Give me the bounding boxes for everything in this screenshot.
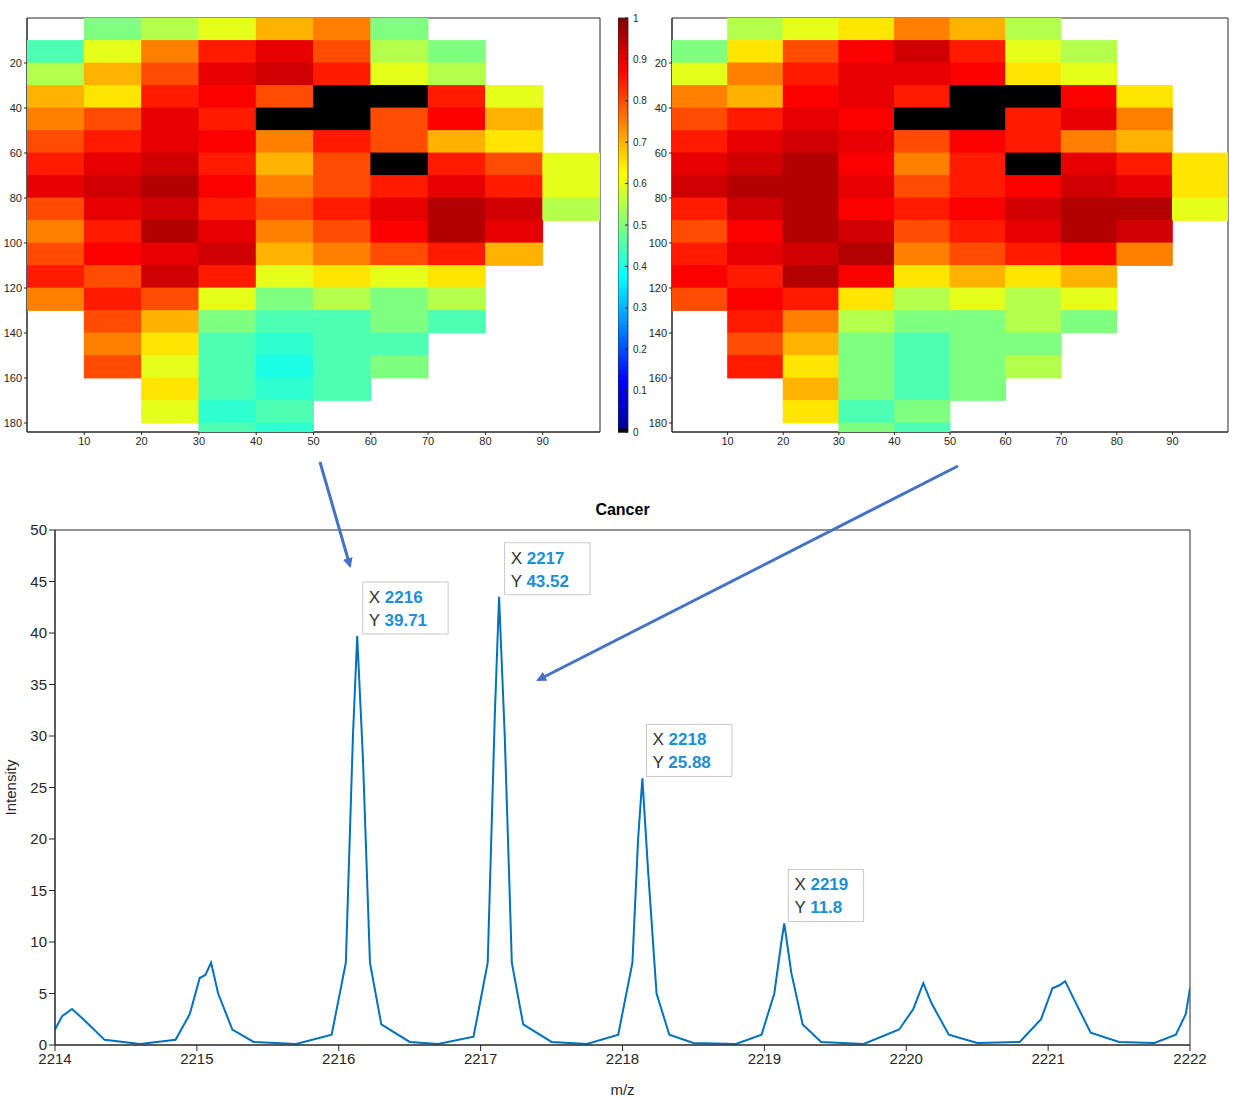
- svg-text:120: 120: [649, 282, 667, 294]
- svg-text:60: 60: [999, 435, 1011, 447]
- svg-text:120: 120: [4, 282, 22, 294]
- svg-text:0.5: 0.5: [633, 220, 647, 231]
- svg-text:Intensity: Intensity: [2, 759, 19, 815]
- svg-text:60: 60: [655, 147, 667, 159]
- svg-text:0.1: 0.1: [633, 385, 647, 396]
- svg-text:70: 70: [1055, 435, 1067, 447]
- svg-text:50: 50: [307, 435, 319, 447]
- svg-text:40: 40: [250, 435, 262, 447]
- svg-text:2214: 2214: [38, 1049, 72, 1067]
- svg-text:140: 140: [4, 327, 22, 339]
- svg-text:20: 20: [777, 435, 789, 447]
- svg-text:2222: 2222: [1173, 1050, 1206, 1067]
- svg-text:X 2218: X 2218: [653, 730, 707, 749]
- svg-text:0.9: 0.9: [633, 54, 647, 65]
- svg-text:60: 60: [10, 147, 22, 159]
- svg-text:100: 100: [4, 237, 22, 249]
- html-text:Cancer: Cancer: [595, 501, 650, 518]
- svg-text:2215: 2215: [180, 1050, 213, 1067]
- svg-text:1: 1: [633, 13, 639, 24]
- svg-text:20: 20: [655, 57, 667, 69]
- svg-text:80: 80: [479, 435, 491, 447]
- svg-text:m/z: m/z: [610, 1081, 634, 1098]
- svg-text:0.4: 0.4: [633, 261, 647, 272]
- svg-text:100: 100: [649, 237, 667, 249]
- svg-text:Y 25.88: Y 25.88: [653, 753, 711, 772]
- svg-text:160: 160: [649, 372, 667, 384]
- svg-text:10: 10: [78, 435, 90, 447]
- svg-text:20: 20: [10, 57, 22, 69]
- svg-text:0.6: 0.6: [633, 178, 647, 189]
- svg-text:40: 40: [655, 102, 667, 114]
- svg-text:2216: 2216: [322, 1050, 355, 1067]
- svg-text:5: 5: [39, 985, 47, 1002]
- svg-text:45: 45: [30, 573, 47, 590]
- svg-text:2219: 2219: [748, 1050, 781, 1067]
- svg-text:0.3: 0.3: [633, 302, 647, 313]
- svg-text:30: 30: [193, 435, 205, 447]
- svg-text:50: 50: [30, 521, 47, 538]
- svg-text:70: 70: [422, 435, 434, 447]
- svg-text:2220: 2220: [890, 1050, 923, 1067]
- svg-text:X 2217: X 2217: [511, 549, 565, 568]
- svg-text:Y 43.52: Y 43.52: [511, 572, 569, 591]
- svg-text:0: 0: [633, 427, 639, 438]
- svg-text:160: 160: [4, 372, 22, 384]
- svg-text:80: 80: [1111, 435, 1123, 447]
- svg-text:0.8: 0.8: [633, 95, 647, 106]
- svg-text:10: 10: [721, 435, 733, 447]
- svg-text:140: 140: [649, 327, 667, 339]
- svg-text:2218: 2218: [606, 1050, 639, 1067]
- svg-text:180: 180: [4, 417, 22, 429]
- svg-text:40: 40: [888, 435, 900, 447]
- svg-text:0.2: 0.2: [633, 344, 647, 355]
- svg-text:50: 50: [944, 435, 956, 447]
- svg-text:80: 80: [10, 192, 22, 204]
- svg-text:20: 20: [135, 435, 147, 447]
- svg-text:30: 30: [833, 435, 845, 447]
- svg-text:10: 10: [30, 933, 47, 950]
- svg-text:90: 90: [537, 435, 549, 447]
- svg-text:X 2216: X 2216: [369, 588, 423, 607]
- svg-text:0: 0: [39, 1036, 47, 1053]
- svg-text:40: 40: [30, 624, 47, 641]
- svg-text:25: 25: [30, 779, 47, 796]
- svg-text:35: 35: [30, 676, 47, 693]
- svg-text:80: 80: [655, 192, 667, 204]
- svg-text:30: 30: [30, 727, 47, 744]
- svg-text:2217: 2217: [464, 1050, 497, 1067]
- svg-text:20: 20: [30, 830, 47, 847]
- svg-text:Y 39.71: Y 39.71: [369, 611, 427, 630]
- svg-text:40: 40: [10, 102, 22, 114]
- svg-text:X 2219: X 2219: [794, 875, 848, 894]
- svg-text:0.7: 0.7: [633, 137, 647, 148]
- svg-text:180: 180: [649, 417, 667, 429]
- svg-text:2221: 2221: [1031, 1050, 1064, 1067]
- svg-text:90: 90: [1166, 435, 1178, 447]
- svg-text:60: 60: [365, 435, 377, 447]
- svg-text:Y 11.8: Y 11.8: [794, 898, 842, 917]
- svg-text:15: 15: [30, 882, 47, 899]
